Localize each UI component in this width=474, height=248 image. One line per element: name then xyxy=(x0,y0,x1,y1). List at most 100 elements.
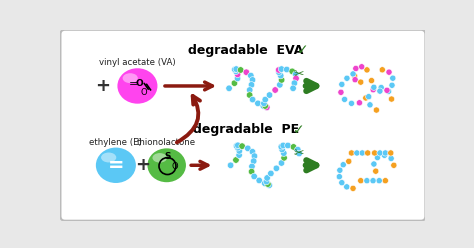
Circle shape xyxy=(277,72,284,79)
Circle shape xyxy=(262,103,268,109)
Circle shape xyxy=(279,146,285,153)
FancyBboxPatch shape xyxy=(61,30,425,221)
Circle shape xyxy=(358,178,364,184)
Text: degradable  PE: degradable PE xyxy=(193,123,299,136)
Circle shape xyxy=(340,162,346,168)
Circle shape xyxy=(255,100,261,107)
Circle shape xyxy=(292,71,299,78)
Circle shape xyxy=(249,149,255,155)
Circle shape xyxy=(248,82,255,88)
Circle shape xyxy=(261,100,267,107)
Text: O: O xyxy=(136,79,144,88)
Circle shape xyxy=(290,144,297,150)
Circle shape xyxy=(289,68,295,75)
Circle shape xyxy=(246,92,253,98)
Circle shape xyxy=(251,153,258,159)
Circle shape xyxy=(243,69,250,75)
Circle shape xyxy=(281,155,287,161)
Circle shape xyxy=(275,67,282,73)
Circle shape xyxy=(291,80,298,86)
Circle shape xyxy=(231,80,237,86)
Circle shape xyxy=(336,174,342,180)
Circle shape xyxy=(278,77,285,83)
Circle shape xyxy=(256,177,263,184)
Circle shape xyxy=(358,79,364,85)
Circle shape xyxy=(359,150,365,156)
Circle shape xyxy=(344,184,350,190)
Ellipse shape xyxy=(118,68,157,104)
Circle shape xyxy=(266,92,273,98)
Circle shape xyxy=(262,180,268,186)
Circle shape xyxy=(296,150,302,157)
Circle shape xyxy=(233,157,239,163)
Circle shape xyxy=(391,162,397,168)
Circle shape xyxy=(371,84,377,90)
Ellipse shape xyxy=(153,153,167,163)
Circle shape xyxy=(235,145,241,151)
Circle shape xyxy=(364,178,370,184)
Circle shape xyxy=(260,103,266,109)
Text: O: O xyxy=(172,162,179,171)
Circle shape xyxy=(378,85,384,91)
Text: S: S xyxy=(164,152,171,160)
Circle shape xyxy=(339,81,345,88)
Circle shape xyxy=(383,178,389,184)
Circle shape xyxy=(226,85,232,92)
Circle shape xyxy=(264,175,270,181)
Circle shape xyxy=(236,148,243,154)
Circle shape xyxy=(364,67,370,73)
Circle shape xyxy=(377,88,383,94)
Circle shape xyxy=(388,155,394,161)
Circle shape xyxy=(376,178,383,184)
Circle shape xyxy=(350,185,356,191)
Circle shape xyxy=(374,155,381,161)
Circle shape xyxy=(374,107,380,113)
Circle shape xyxy=(356,100,363,106)
Circle shape xyxy=(273,165,280,172)
Circle shape xyxy=(353,65,359,72)
Text: thionolactone: thionolactone xyxy=(137,138,196,147)
Circle shape xyxy=(278,66,285,72)
Circle shape xyxy=(377,150,383,156)
Circle shape xyxy=(352,73,358,79)
Circle shape xyxy=(249,96,256,103)
Circle shape xyxy=(246,87,253,93)
Circle shape xyxy=(284,142,291,149)
Text: ethylene (E): ethylene (E) xyxy=(90,138,142,147)
Circle shape xyxy=(264,181,271,187)
Circle shape xyxy=(265,182,272,188)
Circle shape xyxy=(344,75,350,81)
Circle shape xyxy=(341,96,347,102)
Circle shape xyxy=(389,96,395,102)
Circle shape xyxy=(262,96,268,103)
Circle shape xyxy=(234,75,241,82)
Circle shape xyxy=(371,161,377,167)
Circle shape xyxy=(339,180,345,186)
Circle shape xyxy=(283,66,290,73)
Circle shape xyxy=(280,142,286,149)
Text: =: = xyxy=(129,79,138,89)
Circle shape xyxy=(251,173,257,180)
Text: O: O xyxy=(140,88,147,97)
Circle shape xyxy=(264,104,270,111)
Circle shape xyxy=(363,95,369,101)
Ellipse shape xyxy=(101,153,116,162)
Circle shape xyxy=(388,150,394,156)
Circle shape xyxy=(231,66,238,73)
Circle shape xyxy=(266,182,273,188)
Circle shape xyxy=(293,75,299,82)
Circle shape xyxy=(352,77,358,83)
Circle shape xyxy=(235,142,241,149)
Circle shape xyxy=(281,150,287,156)
Circle shape xyxy=(382,152,388,158)
Circle shape xyxy=(264,104,270,111)
Text: +: + xyxy=(135,156,150,174)
Circle shape xyxy=(276,82,283,88)
Circle shape xyxy=(390,75,396,81)
Ellipse shape xyxy=(147,148,186,182)
Circle shape xyxy=(346,158,352,164)
Circle shape xyxy=(234,71,241,78)
Circle shape xyxy=(365,150,371,156)
Circle shape xyxy=(233,68,239,75)
Circle shape xyxy=(372,150,378,156)
